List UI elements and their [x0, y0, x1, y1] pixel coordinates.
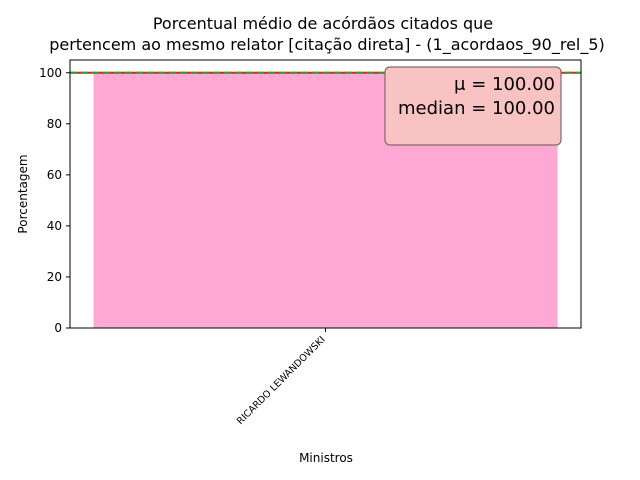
x-tick-label: RICARDO LEWANDOWSKI — [235, 334, 328, 427]
stats-mean-text: μ = 100.00 — [454, 74, 555, 95]
x-axis-ticks: RICARDO LEWANDOWSKI — [235, 328, 328, 427]
chart-title-line-1: Porcentual médio de acórdãos citados que — [153, 14, 493, 33]
stats-median-text: median = 100.00 — [398, 98, 555, 119]
y-tick-label: 40 — [47, 219, 62, 233]
stats-box-background — [384, 66, 562, 146]
y-axis-ticks: 0 20 40 60 80 100 — [39, 66, 70, 335]
y-tick-label: 60 — [47, 168, 62, 182]
y-tick-label: 80 — [47, 117, 62, 131]
y-tick-label: 20 — [47, 270, 62, 284]
y-tick-label: 100 — [39, 66, 62, 80]
x-axis-label: Ministros — [299, 451, 353, 465]
chart-title-line-2: pertencem ao mesmo relator [citação dire… — [49, 35, 605, 55]
stats-box: μ = 100.00 median = 100.00 — [384, 66, 562, 146]
y-tick-label: 0 — [54, 321, 62, 335]
y-axis-label: Porcentagem — [16, 154, 30, 233]
